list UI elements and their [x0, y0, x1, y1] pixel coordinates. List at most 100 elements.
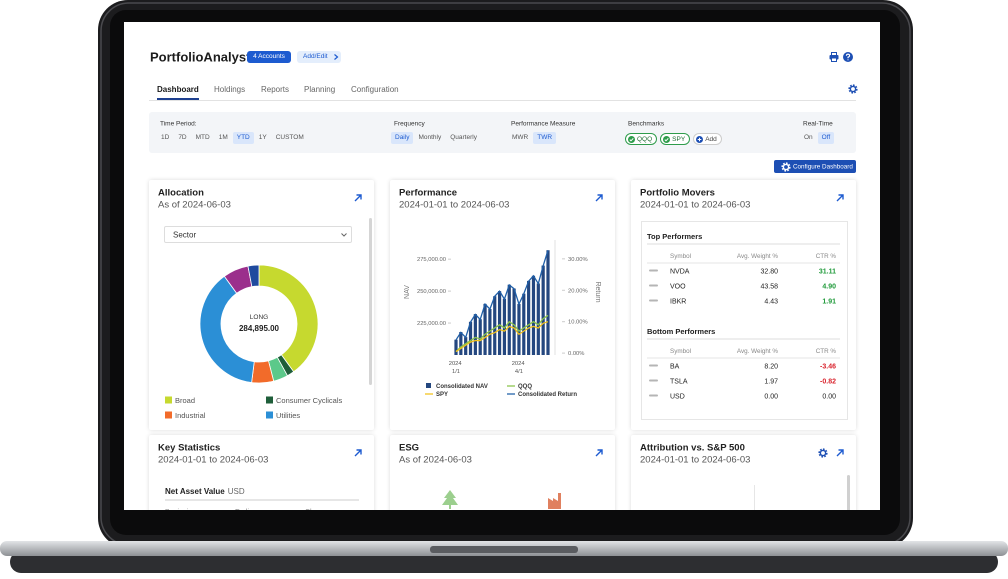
filter-option[interactable]: Off — [817, 132, 835, 144]
tab[interactable]: Holdings — [214, 85, 246, 94]
sector-dropdown[interactable]: Sector — [164, 226, 352, 243]
column-header: Avg. Weight % — [737, 348, 778, 355]
configure-label: Configure Dashboard — [793, 163, 853, 170]
filter-label: Performance Measure — [511, 120, 576, 128]
print-icon[interactable] — [829, 52, 839, 62]
series-line — [455, 250, 549, 341]
gear-teeth — [781, 161, 791, 172]
filter-option[interactable]: 1D — [161, 134, 170, 141]
filter-option[interactable]: Quarterly — [450, 134, 477, 141]
benchmark-chip[interactable]: QQQ — [625, 133, 658, 145]
filter-option[interactable]: MWR — [512, 134, 529, 141]
legend-label: SPY — [436, 392, 448, 398]
donut-segment — [247, 264, 260, 288]
card-subtitle: As of 2024-06-03 — [158, 199, 231, 211]
tab-divider — [149, 100, 856, 101]
filter-option[interactable]: YTD — [232, 132, 254, 144]
nav-bar — [527, 280, 531, 355]
filter-option[interactable]: On — [804, 134, 813, 141]
filter-options: MWR TWR — [508, 132, 557, 144]
table-cell: BA — [670, 364, 680, 371]
tab[interactable]: Configuration — [351, 85, 399, 94]
table-cell: 1.91 — [822, 299, 836, 306]
factory-icon — [548, 493, 561, 509]
filter-option[interactable]: CUSTOM — [275, 134, 304, 141]
benchmark-chip[interactable]: Add — [693, 133, 722, 145]
expand-icon[interactable] — [353, 193, 363, 203]
chip-icon-circle — [663, 135, 671, 143]
movers-table: Top Performers Symbol Avg. Weight % CTR % NV… — [647, 232, 840, 401]
filter-options: QQQ SPY Add — [625, 132, 725, 145]
table-cell: 4.90 — [822, 284, 836, 291]
symbol-logo — [649, 364, 658, 367]
chip-icon-mark — [664, 137, 669, 142]
column-header: Avg. Weight % — [737, 253, 778, 260]
gear-teeth — [848, 84, 858, 94]
allocation-card: Allocation As of 2024-06-03 Sector LONG 284,… — [149, 180, 374, 430]
tab[interactable]: Dashboard — [157, 85, 199, 100]
chip-icon-mark — [629, 137, 634, 142]
table-cell: TSLA — [670, 379, 688, 386]
add-edit-button[interactable]: Add/Edit — [297, 51, 341, 63]
table-cell: 1.97 — [764, 379, 778, 386]
legend-label: Utilities — [276, 411, 300, 420]
column-header: Symbol — [670, 348, 691, 355]
settings-icon[interactable] — [781, 161, 791, 172]
y-axis-title: NAV — [404, 285, 411, 299]
filter-option[interactable]: 1M — [218, 134, 228, 141]
filter-option[interactable]: MTD — [195, 134, 210, 141]
expand-icon[interactable] — [594, 448, 604, 458]
filter-option[interactable]: Monthly — [418, 134, 442, 141]
card-subtitle: 2024-01-01 to 2024-06-03 — [399, 199, 510, 211]
filter-option[interactable]: TWR — [533, 132, 557, 144]
tab[interactable]: Planning — [304, 85, 336, 94]
benchmark-label: Add — [705, 135, 717, 143]
gear-body — [782, 163, 790, 170]
nav-bar — [546, 250, 550, 355]
filter-label: Real-Time — [803, 120, 833, 128]
expand-icon[interactable] — [835, 448, 845, 458]
expand-arrow — [595, 194, 603, 202]
settings-icon[interactable] — [848, 84, 858, 94]
screen: PortfolioAnalyst 4 Accounts Add/Edit Dashbo… — [124, 22, 880, 510]
configure-button[interactable]: Configure Dashboard — [774, 160, 856, 173]
chip-icon — [628, 135, 635, 143]
help-icon[interactable] — [843, 52, 853, 62]
printer-out — [831, 57, 837, 62]
table-cell: 4.43 — [764, 299, 778, 306]
benchmark-chip[interactable]: SPY — [660, 133, 691, 145]
column-header: CTR % — [816, 253, 837, 260]
nav-bar — [468, 321, 473, 355]
nav-bar — [473, 314, 477, 355]
card-title: ESG — [399, 442, 420, 454]
table-cell: 0.00 — [822, 394, 836, 401]
attribution-card: Attribution vs. S&P 500 2024-01-01 to 202… — [631, 435, 856, 510]
column-header: Symbol — [670, 253, 691, 260]
settings-icon[interactable] — [818, 448, 828, 458]
expand-icon[interactable] — [594, 193, 604, 203]
tab[interactable]: Reports — [261, 85, 290, 94]
dropdown-label: Sector — [173, 230, 197, 239]
expand-icon[interactable] — [835, 193, 845, 203]
chevron — [341, 233, 347, 237]
accounts-button[interactable]: 4 Accounts — [247, 51, 291, 63]
nav-bar — [493, 296, 497, 355]
expand-arrow — [836, 194, 844, 202]
donut-center-value: 284,895.00 — [239, 324, 280, 333]
card-subtitle: 2024-01-01 to 2024-06-03 — [640, 454, 751, 466]
card-title: Performance — [399, 187, 458, 199]
symbol-logo — [649, 284, 658, 287]
filter-option[interactable]: Daily — [391, 132, 414, 144]
table-cell: 8.20 — [764, 364, 778, 371]
y2-tick-label: 20.00% — [568, 288, 588, 294]
legend-swatch — [266, 411, 273, 419]
filter-option[interactable]: 7D — [178, 134, 187, 141]
key-statistics-card: Key Statistics 2024-01-01 to 2024-06-03 Ne… — [149, 435, 374, 510]
filter-bar — [149, 112, 856, 153]
legend-label: Consumer Cyclicals — [276, 396, 343, 405]
filter-option[interactable]: 1Y — [258, 134, 267, 141]
y2-tick-label: 10.00% — [568, 320, 588, 326]
expand-icon[interactable] — [353, 448, 363, 458]
dropdown-chevron — [341, 233, 347, 237]
